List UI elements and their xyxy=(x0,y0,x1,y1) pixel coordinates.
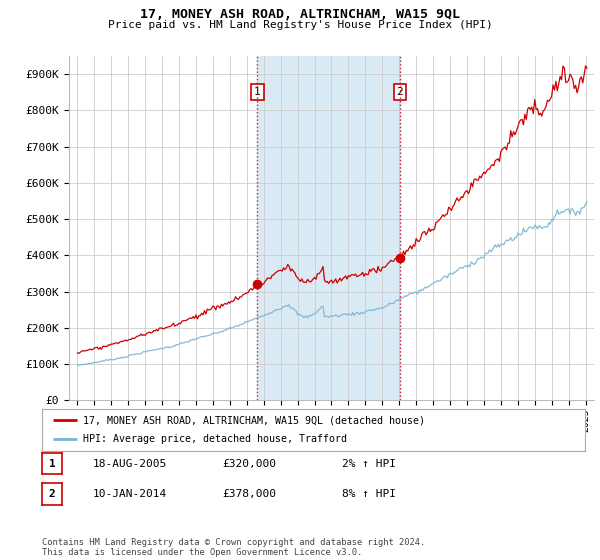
Text: £320,000: £320,000 xyxy=(222,459,276,469)
Text: 2: 2 xyxy=(397,87,403,97)
Text: 8% ↑ HPI: 8% ↑ HPI xyxy=(342,489,396,499)
Text: HPI: Average price, detached house, Trafford: HPI: Average price, detached house, Traf… xyxy=(83,435,347,445)
Text: 1: 1 xyxy=(49,459,55,469)
Text: 17, MONEY ASH ROAD, ALTRINCHAM, WA15 9QL (detached house): 17, MONEY ASH ROAD, ALTRINCHAM, WA15 9QL… xyxy=(83,415,425,425)
Text: 18-AUG-2005: 18-AUG-2005 xyxy=(93,459,167,469)
Text: £378,000: £378,000 xyxy=(222,489,276,499)
Text: 1: 1 xyxy=(254,87,261,97)
Text: Contains HM Land Registry data © Crown copyright and database right 2024.
This d: Contains HM Land Registry data © Crown c… xyxy=(42,538,425,557)
Text: 17, MONEY ASH ROAD, ALTRINCHAM, WA15 9QL: 17, MONEY ASH ROAD, ALTRINCHAM, WA15 9QL xyxy=(140,8,460,21)
Text: 2: 2 xyxy=(49,489,55,499)
Bar xyxy=(257,56,400,400)
Text: 2% ↑ HPI: 2% ↑ HPI xyxy=(342,459,396,469)
Text: Price paid vs. HM Land Registry's House Price Index (HPI): Price paid vs. HM Land Registry's House … xyxy=(107,20,493,30)
Text: 10-JAN-2014: 10-JAN-2014 xyxy=(93,489,167,499)
